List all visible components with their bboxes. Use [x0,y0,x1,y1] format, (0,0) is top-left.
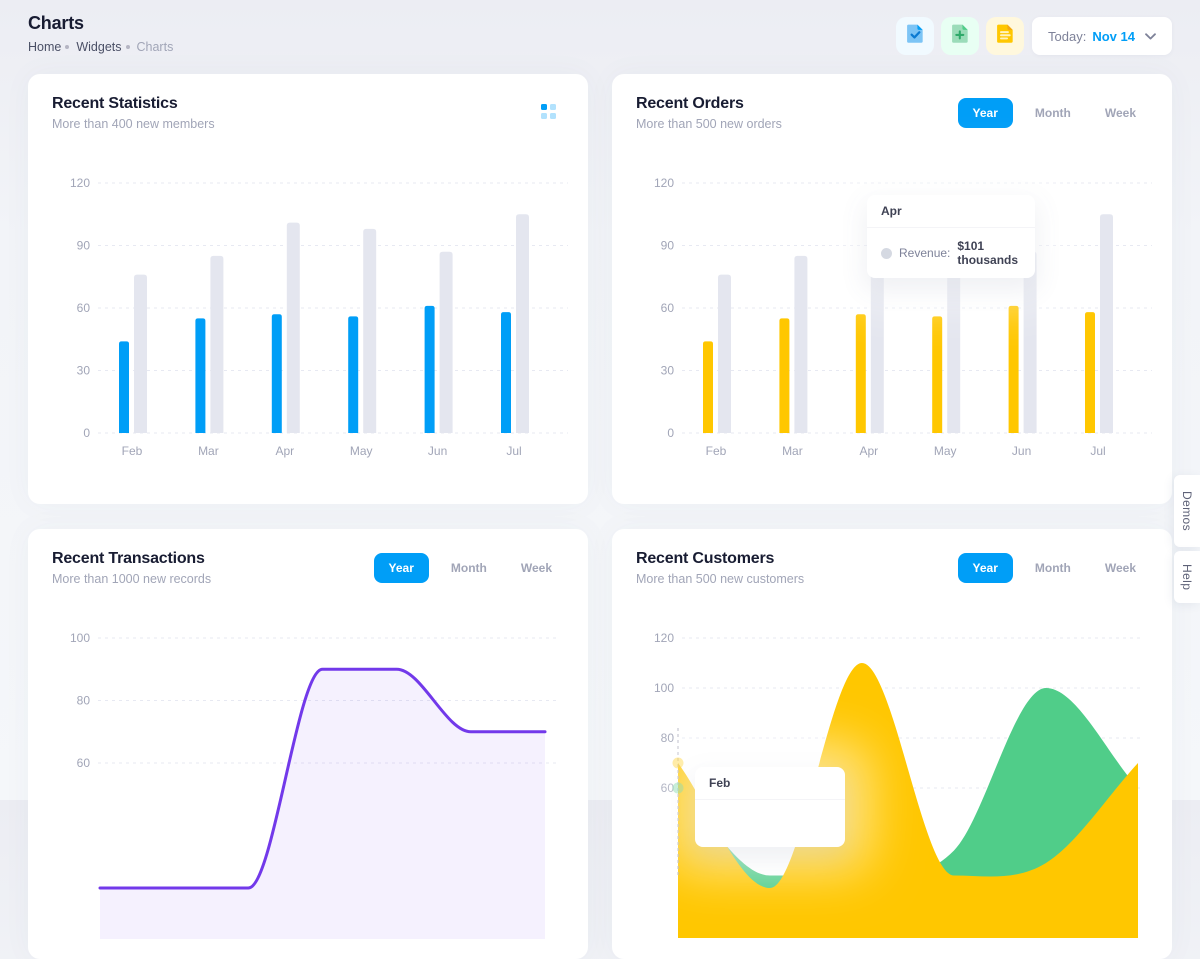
svg-text:Feb: Feb [706,444,727,458]
svg-text:Jun: Jun [428,444,447,458]
header-actions [896,17,1024,55]
tab-year[interactable]: Year [957,98,1013,128]
card-recent-customers: Recent Customers More than 500 new custo… [612,529,1172,959]
svg-text:90: 90 [661,239,675,253]
chart-recent-statistics[interactable]: 0 30 60 90 120 Feb Mar Apr May Jun Jul [44,162,584,472]
tooltip-title: Apr [867,195,1035,228]
date-picker-button[interactable]: Today: Nov 14 [1032,17,1172,55]
svg-text:Jul: Jul [1090,444,1105,458]
card-title: Recent Transactions [52,550,205,567]
breadcrumb: Home Widgets Charts [28,40,173,54]
file-plus-button[interactable] [941,17,979,55]
period-tabs: Year Month Week [957,553,1148,583]
page-title: Charts [28,13,84,33]
svg-text:90: 90 [77,239,91,253]
file-check-icon [905,22,926,50]
svg-text:Apr: Apr [859,444,878,458]
date-picker-value: Nov 14 [1092,28,1135,44]
svg-text:60: 60 [77,756,91,770]
period-tabs: Year Month Week [373,553,564,583]
period-tabs: Year Month Week [957,98,1148,128]
card-subtitle: More than 400 new members [52,117,215,131]
tooltip-series-label: Revenue: [899,246,951,260]
card-title: Recent Statistics [52,95,178,112]
tooltip-marker-dot [881,247,892,259]
tab-month[interactable]: Month [1034,561,1071,575]
svg-text:60: 60 [661,301,675,315]
breadcrumb-separator [125,45,130,49]
tab-year[interactable]: Year [957,553,1013,583]
svg-text:30: 30 [661,364,675,378]
file-check-button[interactable] [896,17,934,55]
date-picker-label: Today: [1048,28,1087,44]
breadcrumb-item-charts: Charts [136,40,174,54]
svg-text:80: 80 [77,694,91,708]
tab-month[interactable]: Month [1034,106,1071,120]
card-recent-statistics: Recent Statistics More than 400 new memb… [28,74,588,504]
breadcrumb-separator [65,45,70,49]
svg-text:Jul: Jul [506,444,521,458]
svg-text:0: 0 [667,426,674,440]
breadcrumb-item-widgets[interactable]: Widgets [76,40,122,54]
svg-text:Mar: Mar [782,444,803,458]
file-lines-button[interactable] [986,17,1024,55]
squares-menu-button[interactable] [541,104,556,119]
tab-week[interactable]: Week [1104,106,1136,120]
svg-text:Jun: Jun [1012,444,1031,458]
tab-year[interactable]: Year [373,553,429,583]
tab-week[interactable]: Week [1104,561,1136,575]
svg-text:Feb: Feb [122,444,143,458]
squares-icon [541,104,547,110]
svg-text:100: 100 [70,631,90,645]
card-recent-transactions: Recent Transactions More than 1000 new r… [28,529,588,959]
svg-text:Mar: Mar [198,444,219,458]
svg-text:30: 30 [77,364,91,378]
chart-recent-transactions[interactable]: 60 80 100 [44,609,584,939]
file-plus-icon [950,22,971,50]
svg-text:120: 120 [654,631,674,645]
svg-text:80: 80 [661,731,675,745]
svg-text:60: 60 [77,301,91,315]
side-tab-help[interactable]: Help [1174,551,1200,603]
breadcrumb-item-home[interactable]: Home [28,40,62,54]
tooltip-title: Feb [695,767,845,800]
svg-text:May: May [934,444,957,458]
card-title: Recent Orders [636,95,744,112]
tab-month[interactable]: Month [450,561,487,575]
card-recent-orders: Recent Orders More than 500 new orders Y… [612,74,1172,504]
svg-text:60: 60 [661,781,675,795]
card-title: Recent Customers [636,550,775,567]
svg-text:120: 120 [70,176,90,190]
svg-text:Apr: Apr [275,444,294,458]
svg-text:May: May [350,444,373,458]
svg-text:120: 120 [654,176,674,190]
card-subtitle: More than 500 new customers [636,572,805,586]
card-subtitle: More than 500 new orders [636,117,782,131]
tooltip-series-value: $101 thousands [957,239,1019,267]
tooltip-recent-orders: Apr Revenue: $101 thousands [867,195,1035,278]
tooltip-recent-customers: Feb [695,767,845,847]
file-lines-icon [995,22,1016,50]
svg-text:100: 100 [654,681,674,695]
card-subtitle: More than 1000 new records [52,572,212,586]
tab-week[interactable]: Week [520,561,552,575]
svg-text:0: 0 [83,426,90,440]
side-tab-demos[interactable]: Demos [1174,475,1200,547]
chevron-down-icon [1145,32,1156,39]
